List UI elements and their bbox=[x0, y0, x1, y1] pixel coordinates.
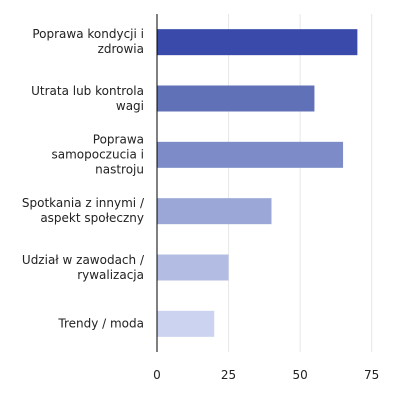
x-tick-label: 25 bbox=[221, 368, 236, 382]
bar bbox=[157, 29, 358, 56]
y-tick-label: Poprawa samopoczucia i nastroju bbox=[51, 132, 144, 177]
y-tick-label: Trendy / moda bbox=[58, 316, 144, 331]
y-tick-label: Spotkania z innymi / aspekt społeczny bbox=[21, 196, 144, 226]
x-tick-label: 50 bbox=[292, 368, 307, 382]
bar bbox=[157, 310, 215, 337]
bar bbox=[157, 254, 229, 281]
y-tick-label: Udział w zawodach / rywalizacja bbox=[21, 252, 144, 282]
y-tick-label: Utrata lub kontrola wagi bbox=[31, 83, 144, 113]
bar bbox=[157, 141, 344, 168]
bar bbox=[157, 85, 315, 112]
y-tick-label: Poprawa kondycji i zdrowia bbox=[32, 27, 144, 57]
x-tick-label: 0 bbox=[153, 368, 161, 382]
bar bbox=[157, 198, 272, 225]
x-tick-label: 75 bbox=[364, 368, 379, 382]
